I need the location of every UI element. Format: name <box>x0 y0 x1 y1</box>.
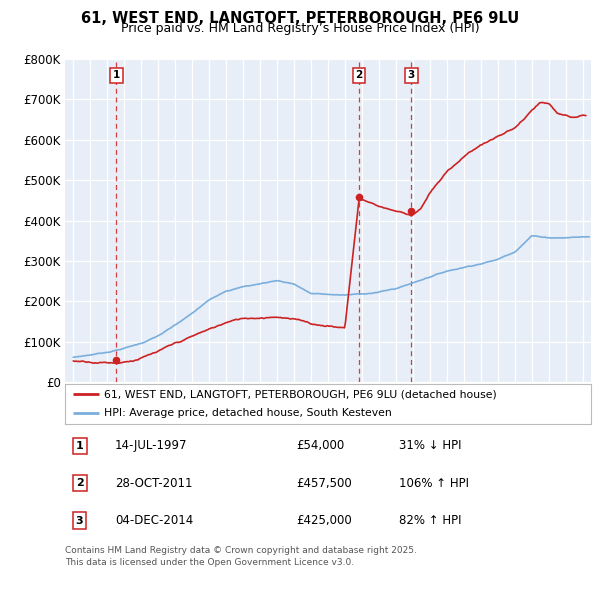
Text: £457,500: £457,500 <box>296 477 352 490</box>
Text: 3: 3 <box>76 516 83 526</box>
Text: 1: 1 <box>113 70 120 80</box>
Text: 106% ↑ HPI: 106% ↑ HPI <box>399 477 469 490</box>
Text: HPI: Average price, detached house, South Kesteven: HPI: Average price, detached house, Sout… <box>104 408 392 418</box>
Text: 2: 2 <box>355 70 362 80</box>
Text: 3: 3 <box>408 70 415 80</box>
Text: 1: 1 <box>76 441 83 451</box>
Text: £54,000: £54,000 <box>296 440 344 453</box>
Text: 04-DEC-2014: 04-DEC-2014 <box>115 514 193 527</box>
Text: 61, WEST END, LANGTOFT, PETERBOROUGH, PE6 9LU (detached house): 61, WEST END, LANGTOFT, PETERBOROUGH, PE… <box>104 389 497 399</box>
Text: Contains HM Land Registry data © Crown copyright and database right 2025.
This d: Contains HM Land Registry data © Crown c… <box>65 546 416 566</box>
Text: 2: 2 <box>76 478 83 488</box>
Text: 28-OCT-2011: 28-OCT-2011 <box>115 477 192 490</box>
Text: 31% ↓ HPI: 31% ↓ HPI <box>399 440 461 453</box>
Text: £425,000: £425,000 <box>296 514 352 527</box>
Text: Price paid vs. HM Land Registry’s House Price Index (HPI): Price paid vs. HM Land Registry’s House … <box>121 22 479 35</box>
Text: 14-JUL-1997: 14-JUL-1997 <box>115 440 187 453</box>
Text: 82% ↑ HPI: 82% ↑ HPI <box>399 514 461 527</box>
Text: 61, WEST END, LANGTOFT, PETERBOROUGH, PE6 9LU: 61, WEST END, LANGTOFT, PETERBOROUGH, PE… <box>81 11 519 25</box>
